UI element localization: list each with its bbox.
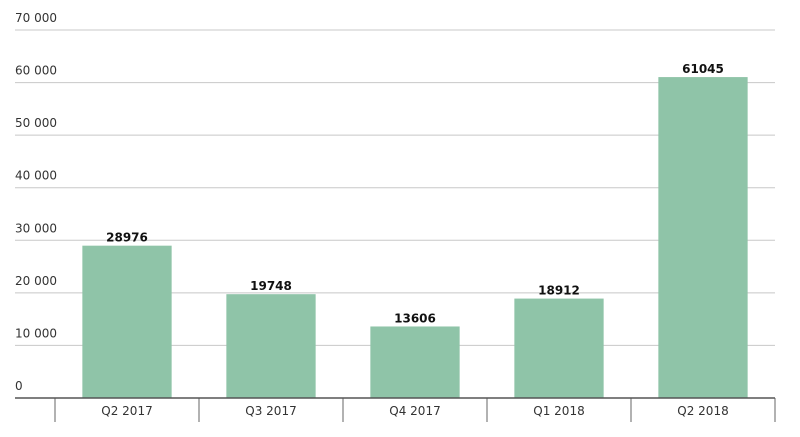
value-label: 28976 — [106, 231, 148, 245]
y-tick-label: 10 000 — [15, 326, 57, 340]
y-tick-label: 60 000 — [15, 64, 57, 78]
x-tick-label: Q2 2018 — [677, 404, 728, 418]
bar — [658, 77, 748, 399]
y-tick-label: 20 000 — [15, 274, 57, 288]
x-tick-label: Q3 2017 — [245, 404, 296, 418]
value-label: 13606 — [394, 311, 436, 325]
y-tick-label: 0 — [15, 379, 23, 393]
y-tick-label: 30 000 — [15, 221, 57, 235]
bar — [82, 245, 172, 398]
value-label: 18912 — [538, 284, 580, 298]
x-tick-label: Q4 2017 — [389, 404, 440, 418]
bar — [370, 326, 460, 398]
bar — [514, 298, 604, 398]
bar — [226, 294, 316, 398]
value-label: 61045 — [682, 62, 724, 76]
y-tick-label: 50 000 — [15, 116, 57, 130]
value-label: 19748 — [250, 279, 292, 293]
y-tick-label: 40 000 — [15, 169, 57, 183]
x-tick-label: Q1 2018 — [533, 404, 584, 418]
x-tick-label: Q2 2017 — [101, 404, 152, 418]
y-tick-label: 70 000 — [15, 11, 57, 25]
